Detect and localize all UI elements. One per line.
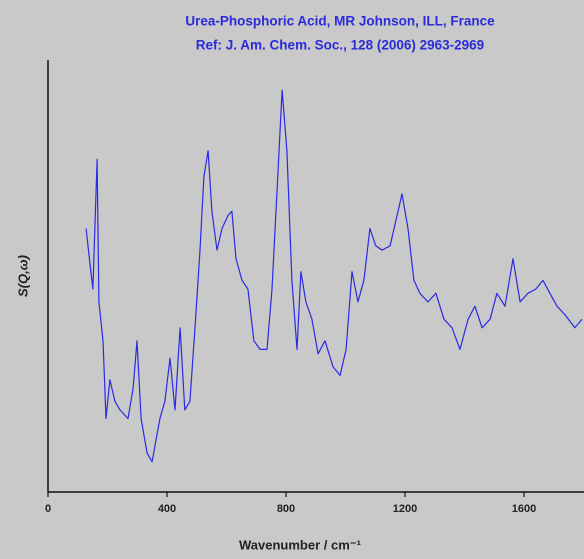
- x-tick-label: 400: [158, 503, 176, 515]
- spectrum-line: [85, 89, 583, 463]
- x-tick-label: 800: [277, 503, 295, 515]
- x-axis-label: Wavenumber / cm⁻¹: [239, 537, 361, 552]
- chart-title: Urea-Phosphoric Acid, MR Johnson, ILL, F…: [185, 14, 495, 29]
- chart-subtitle: Ref: J. Am. Chem. Soc., 128 (2006) 2963-…: [196, 38, 484, 53]
- x-tick-label: 0: [45, 503, 51, 515]
- x-tick-label: 1200: [393, 503, 417, 515]
- x-tick-label: 1600: [512, 503, 536, 515]
- y-axis-label: S(Q,ω): [15, 255, 30, 297]
